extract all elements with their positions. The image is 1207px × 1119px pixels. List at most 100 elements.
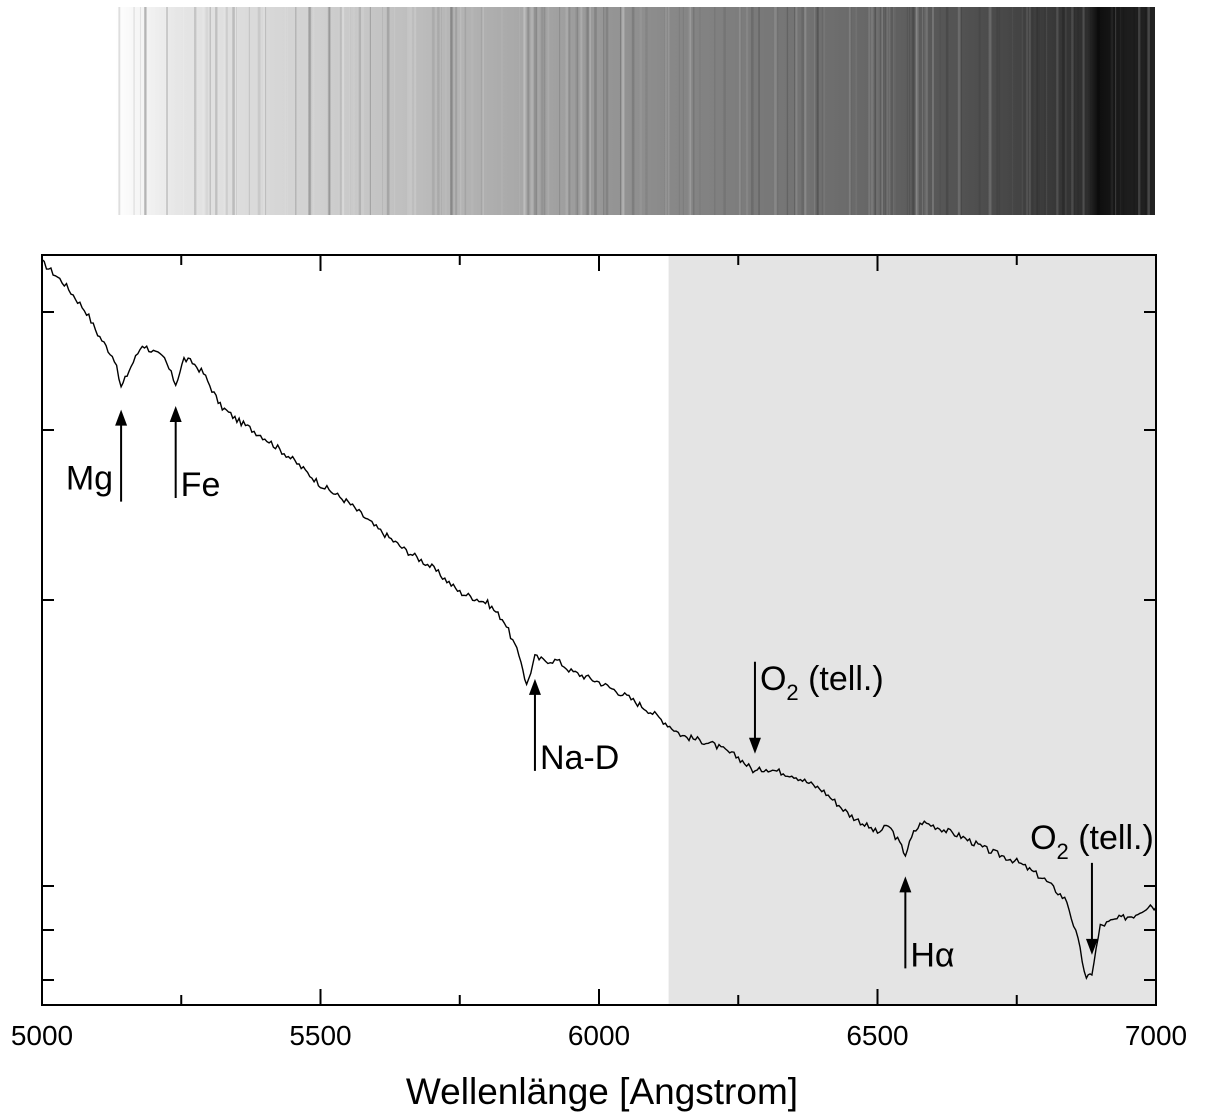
- strip-line: [329, 7, 331, 215]
- strip-line: [152, 7, 155, 215]
- strip-line: [815, 7, 818, 215]
- strip-line: [144, 7, 147, 215]
- strip-line: [990, 7, 992, 215]
- strip-line: [308, 7, 312, 215]
- strip-line: [877, 7, 878, 215]
- strip-line: [589, 7, 591, 215]
- strip-line: [575, 7, 577, 215]
- strip-line: [480, 7, 483, 215]
- strip-line: [871, 7, 875, 215]
- strip-line: [740, 7, 742, 215]
- annotation-label: Na-D: [540, 739, 619, 777]
- strip-line: [464, 7, 466, 215]
- strip-line: [133, 7, 135, 215]
- strip-line: [206, 7, 208, 215]
- strip-line: [921, 7, 923, 215]
- strip-line: [687, 7, 690, 215]
- strip-line: [460, 7, 462, 215]
- strip-line: [1012, 7, 1013, 215]
- strip-line: [939, 7, 941, 215]
- strip-line: [682, 7, 684, 215]
- strip-line: [559, 7, 561, 215]
- strip-line: [1082, 7, 1085, 215]
- strip-line: [823, 7, 825, 215]
- strip-line: [465, 7, 467, 215]
- x-tick-label: 6500: [846, 1020, 908, 1051]
- strip-line: [1145, 7, 1147, 215]
- annotation-arrow-head: [169, 406, 182, 423]
- strip-line: [308, 7, 311, 215]
- strip-line: [209, 7, 211, 215]
- strip-line: [805, 7, 807, 215]
- strip-line: [804, 7, 807, 215]
- strip-line: [118, 7, 121, 215]
- spectrum-strip-image: [115, 7, 1155, 215]
- strip-line: [868, 7, 871, 215]
- annotation-label: O2 (tell.): [1030, 819, 1154, 864]
- strip-line: [855, 7, 857, 215]
- strip-line: [998, 7, 1001, 215]
- strip-line: [1071, 7, 1074, 215]
- strip-line: [816, 7, 819, 215]
- strip-line: [145, 7, 148, 215]
- strip-line: [530, 7, 534, 215]
- strip-line: [915, 7, 917, 215]
- strip-line: [342, 7, 345, 215]
- annotation-label: O2 (tell.): [760, 660, 884, 705]
- strip-line: [312, 7, 315, 215]
- strip-line: [875, 7, 876, 215]
- strip-line: [445, 7, 447, 215]
- strip-line: [543, 7, 546, 215]
- strip-line: [668, 7, 670, 215]
- strip-line: [1046, 7, 1048, 215]
- strip-line: [236, 7, 238, 215]
- strip-line: [450, 7, 454, 215]
- x-tick-label: 5500: [289, 1020, 351, 1051]
- strip-line: [1138, 7, 1141, 215]
- strip-line: [801, 7, 804, 215]
- strip-line: [817, 7, 819, 215]
- strip-line: [1061, 7, 1065, 215]
- line-annotation: Hα: [899, 876, 955, 974]
- strip-line: [1028, 7, 1031, 215]
- strip-line: [1036, 7, 1039, 215]
- strip-line: [688, 7, 691, 215]
- strip-line: [621, 7, 625, 215]
- strip-line: [911, 7, 915, 215]
- strip-line: [357, 7, 360, 215]
- strip-line: [580, 7, 583, 215]
- strip-line: [1123, 7, 1125, 215]
- strip-line: [909, 7, 910, 215]
- strip-line: [913, 7, 915, 215]
- strip-line: [527, 7, 530, 215]
- strip-line: [1065, 7, 1067, 215]
- strip-line: [232, 7, 235, 215]
- annotation-label: Mg: [66, 460, 113, 498]
- strip-line: [639, 7, 642, 215]
- strip-line: [361, 7, 364, 215]
- strip-line: [621, 7, 625, 215]
- strip-line: [946, 7, 949, 215]
- strip-line: [603, 7, 605, 215]
- strip-line: [620, 7, 621, 215]
- strip-line: [358, 7, 361, 215]
- strip-line: [664, 7, 667, 215]
- strip-line: [916, 7, 919, 215]
- strip-line: [450, 7, 452, 215]
- strip-line: [678, 7, 680, 215]
- strip-line: [745, 7, 749, 215]
- strip-line: [881, 7, 884, 215]
- strip-line: [535, 7, 538, 215]
- strip-line: [1077, 7, 1079, 215]
- strip-line: [144, 7, 147, 215]
- strip-line: [961, 7, 962, 215]
- strip-line: [1137, 7, 1139, 215]
- strip-line: [814, 7, 815, 215]
- annotation-label: Hα: [910, 936, 954, 974]
- strip-line: [1056, 7, 1059, 215]
- strip-line: [338, 7, 340, 215]
- strip-line: [349, 7, 351, 215]
- x-axis-label: Wellenlänge [Angstrom]: [406, 1071, 798, 1112]
- strip-line: [295, 7, 297, 215]
